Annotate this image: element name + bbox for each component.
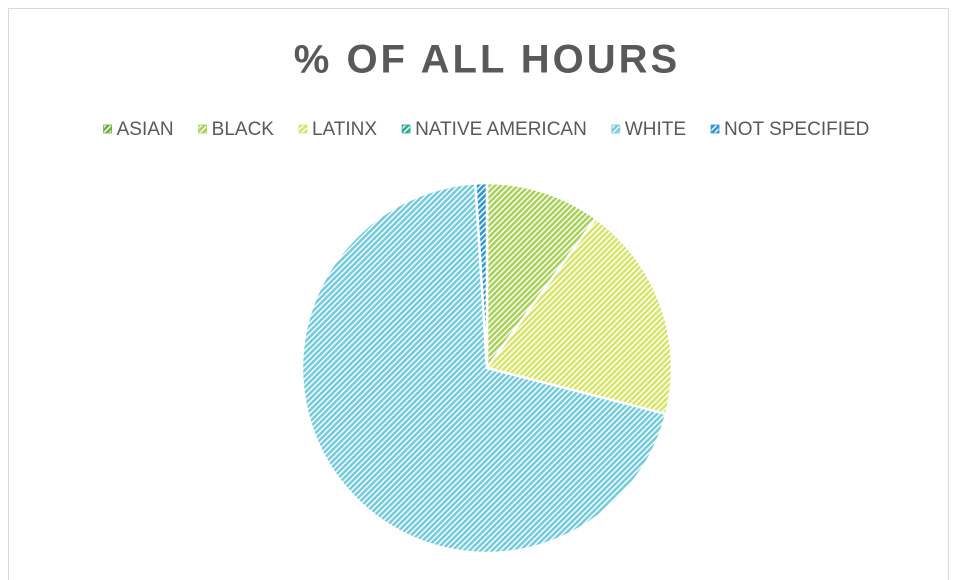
legend-swatch — [198, 124, 208, 134]
legend-label: ASIAN — [117, 119, 174, 140]
legend-label: NOT SPECIFIED — [724, 119, 869, 140]
legend-label: BLACK — [212, 119, 275, 140]
legend-swatch — [103, 124, 113, 134]
legend-swatch — [611, 124, 621, 134]
pie-slice — [484, 216, 674, 416]
legend-swatch — [298, 124, 308, 134]
pie-slice — [300, 182, 668, 555]
legend-label: WHITE — [625, 119, 686, 140]
legend-swatch — [710, 124, 720, 134]
legend-label: LATINX — [312, 119, 377, 140]
chart-title: % OF ALL HOURS — [294, 38, 680, 82]
pie-slice — [474, 181, 489, 369]
legend-label: NATIVE AMERICAN — [415, 119, 587, 140]
pie-slice — [485, 181, 598, 372]
legend-swatch — [401, 124, 411, 134]
